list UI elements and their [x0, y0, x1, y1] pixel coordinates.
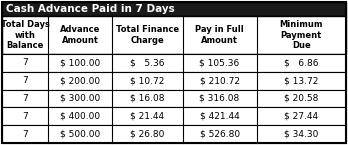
- Text: $ 26.80: $ 26.80: [130, 130, 165, 139]
- Text: $   5.36: $ 5.36: [130, 58, 165, 67]
- Text: $ 100.00: $ 100.00: [60, 58, 100, 67]
- Text: 7: 7: [22, 130, 28, 139]
- Bar: [2, 125, 346, 143]
- Bar: [2, 54, 346, 72]
- Bar: [2, 107, 346, 125]
- Text: $ 34.30: $ 34.30: [284, 130, 318, 139]
- Text: $   6.86: $ 6.86: [284, 58, 318, 67]
- Text: $ 13.72: $ 13.72: [284, 76, 318, 85]
- Text: $ 200.00: $ 200.00: [60, 76, 100, 85]
- Text: $ 526.80: $ 526.80: [199, 130, 240, 139]
- Text: Total Days
with
Balance: Total Days with Balance: [1, 20, 50, 50]
- Text: $ 20.58: $ 20.58: [284, 94, 318, 103]
- Text: $ 500.00: $ 500.00: [60, 130, 100, 139]
- Text: Pay in Full
Amount: Pay in Full Amount: [195, 25, 244, 45]
- Text: Total Finance
Charge: Total Finance Charge: [116, 25, 179, 45]
- Bar: [2, 72, 346, 90]
- Bar: [2, 2, 346, 16]
- Text: $ 300.00: $ 300.00: [60, 94, 100, 103]
- Text: $ 21.44: $ 21.44: [130, 112, 164, 121]
- Text: $ 316.08: $ 316.08: [199, 94, 240, 103]
- Text: Minimum
Payment
Due: Minimum Payment Due: [279, 20, 323, 50]
- Text: 7: 7: [22, 94, 28, 103]
- Text: $ 10.72: $ 10.72: [130, 76, 165, 85]
- Text: Cash Advance Paid in 7 Days: Cash Advance Paid in 7 Days: [6, 4, 175, 14]
- Text: 7: 7: [22, 76, 28, 85]
- Text: $ 421.44: $ 421.44: [200, 112, 239, 121]
- Bar: [2, 90, 346, 107]
- Text: $ 16.08: $ 16.08: [130, 94, 165, 103]
- Text: 7: 7: [22, 112, 28, 121]
- Text: $ 400.00: $ 400.00: [60, 112, 100, 121]
- Text: Advance
Amount: Advance Amount: [60, 25, 101, 45]
- Text: $ 27.44: $ 27.44: [284, 112, 318, 121]
- Bar: [2, 16, 346, 54]
- Text: $ 210.72: $ 210.72: [200, 76, 239, 85]
- Text: 7: 7: [22, 58, 28, 67]
- Text: $ 105.36: $ 105.36: [199, 58, 240, 67]
